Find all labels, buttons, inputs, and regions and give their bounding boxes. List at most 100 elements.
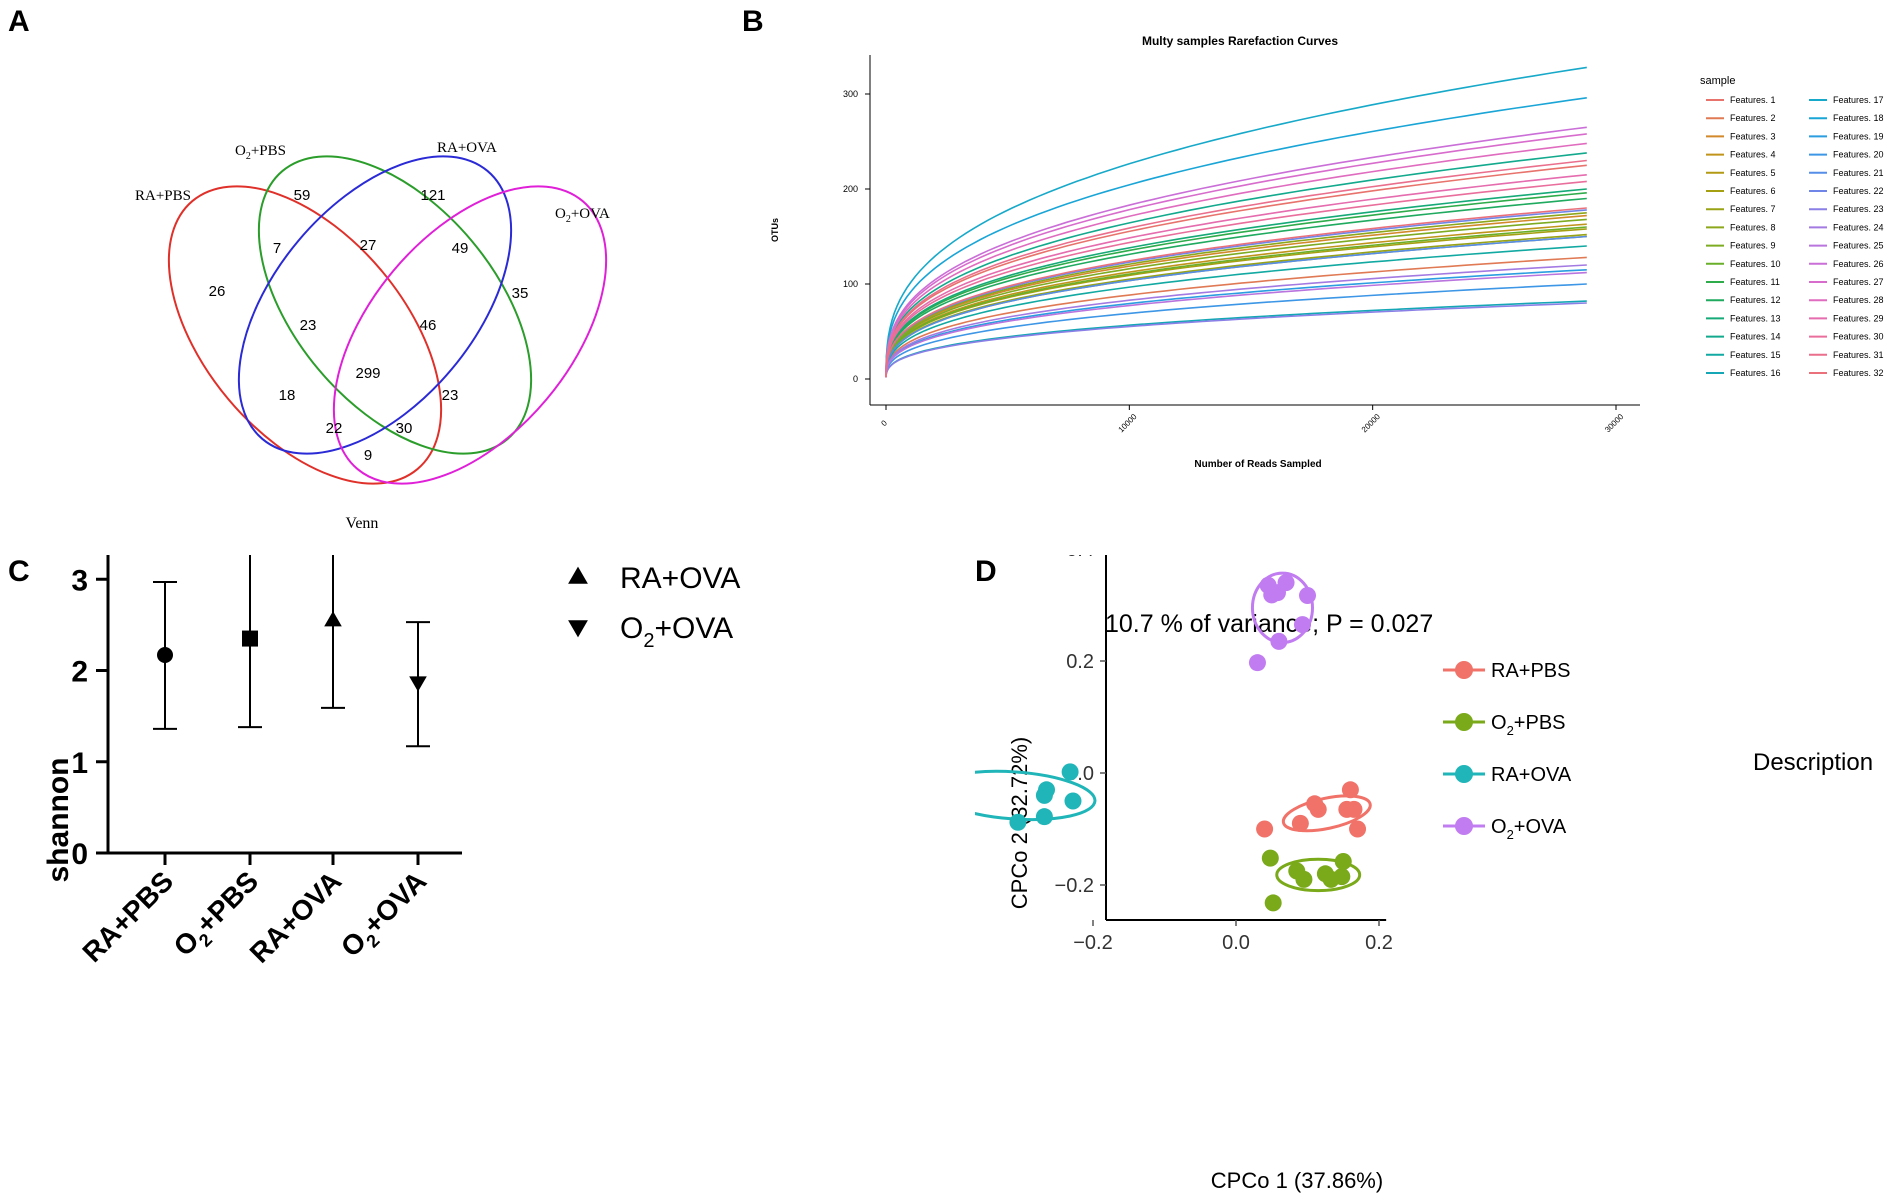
x-tick-label: −0.2 xyxy=(1073,932,1112,954)
rarefaction-curve xyxy=(885,283,1587,378)
data-point xyxy=(1035,786,1053,804)
rarefaction-curve xyxy=(885,207,1587,378)
venn-count: 46 xyxy=(420,317,437,334)
rarefaction-curve xyxy=(885,302,1587,378)
rarefaction-curve xyxy=(885,142,1587,378)
legend-title: sample xyxy=(1700,75,1735,87)
data-point xyxy=(1035,808,1053,826)
mean-marker xyxy=(157,646,173,663)
y-tick-label: 200 xyxy=(843,184,858,194)
venn-title: Venn xyxy=(346,515,379,532)
rarefaction-curve xyxy=(885,269,1587,378)
venn-ellipse-ra-pbs xyxy=(167,185,443,485)
x-axis-label: Number of Reads Sampled xyxy=(1194,459,1321,470)
legend-label: Features. 32 xyxy=(1833,368,1884,378)
data-point xyxy=(1295,870,1313,888)
data-point xyxy=(1299,586,1316,604)
group-ellipse xyxy=(1281,794,1372,833)
rarefaction-curve xyxy=(885,126,1587,378)
rarefaction-curve xyxy=(885,164,1587,378)
legend-label: Features. 20 xyxy=(1833,150,1884,160)
rarefaction-curve xyxy=(885,264,1587,378)
rarefaction-curve xyxy=(885,159,1587,378)
legend-marker xyxy=(568,566,588,584)
y-tick-label: 2 xyxy=(71,656,88,689)
y-tick-label: 100 xyxy=(843,279,858,289)
legend-label: Features. 30 xyxy=(1833,332,1884,342)
data-point xyxy=(1334,852,1352,870)
venn-diagram: RA+PBS O2+PBS RA+OVA O2+OVA 59 121 26 7 … xyxy=(135,140,610,532)
data-point xyxy=(1270,632,1288,650)
data-point xyxy=(1264,894,1282,912)
data-point xyxy=(1291,814,1309,832)
legend-label: Features. 24 xyxy=(1833,222,1884,232)
rarefaction-curve xyxy=(885,174,1587,378)
legend-marker xyxy=(1455,661,1473,679)
x-tick-label: 0 xyxy=(879,418,889,428)
legend-label: Features. 23 xyxy=(1833,204,1884,214)
venn-count: 30 xyxy=(396,420,413,437)
venn-set-label-o2-pbs: O2+PBS xyxy=(235,143,286,162)
data-point xyxy=(1261,849,1279,867)
group-ellipse xyxy=(1275,857,1362,893)
rarefaction-curve xyxy=(885,188,1587,378)
panel-label-a: A xyxy=(8,5,30,38)
venn-count: 26 xyxy=(209,283,226,300)
venn-count: 23 xyxy=(442,387,459,404)
legend-marker xyxy=(1455,817,1473,835)
legend-label: RA+PBS xyxy=(1491,660,1570,682)
legend-label: O2+OVA xyxy=(620,612,733,652)
x-tick-label: 30000 xyxy=(1603,412,1625,434)
y-tick-label: 0.2 xyxy=(1066,651,1094,673)
chart-title: Multy samples Rarefaction Curves xyxy=(1142,34,1338,48)
mean-marker xyxy=(324,611,342,627)
legend-label: Features. 14 xyxy=(1730,332,1781,342)
data-point xyxy=(1341,781,1359,799)
venn-ellipse-o2-ova xyxy=(332,185,608,485)
rarefaction-curve xyxy=(885,180,1587,378)
legend-label: Features. 5 xyxy=(1730,168,1776,178)
legend-label: Features. 12 xyxy=(1730,295,1781,305)
y-axis-label: shannon xyxy=(42,758,75,883)
legend-marker xyxy=(1455,713,1473,731)
data-point xyxy=(1333,868,1351,886)
rarefaction-curve xyxy=(885,192,1587,378)
chart-title: 10.7 % of variance; P = 0.027 xyxy=(1105,610,1433,638)
legend-label: Features. 19 xyxy=(1833,131,1884,141)
panel-label-d: D xyxy=(975,555,997,588)
legend-label: Features. 31 xyxy=(1833,350,1884,360)
legend-label: Features. 11 xyxy=(1730,277,1780,287)
legend-marker xyxy=(568,620,588,638)
legend-label: Features. 3 xyxy=(1730,131,1776,141)
mean-marker xyxy=(242,630,258,647)
y-tick-label: 3 xyxy=(71,564,88,597)
legend-label: Features. 2 xyxy=(1730,113,1776,123)
data-point xyxy=(1256,820,1274,838)
rarefaction-curve xyxy=(885,235,1587,378)
pcoa-chart: 10.7 % of variance; P = 0.027 CPCo 1 (37… xyxy=(975,555,1873,1193)
venn-count: 35 xyxy=(512,285,529,302)
legend-label: Features. 28 xyxy=(1833,295,1884,305)
legend-label: Features. 16 xyxy=(1730,368,1781,378)
x-tick-label: 20000 xyxy=(1360,412,1382,434)
venn-count: 49 xyxy=(452,240,469,257)
legend-label: Features. 8 xyxy=(1730,222,1776,232)
rarefaction-chart: Multy samples Rarefaction Curves OTUs Nu… xyxy=(770,34,1884,470)
legend-label: Features. 22 xyxy=(1833,186,1884,196)
y-tick-label: 0 xyxy=(71,838,88,871)
x-tick-label: 10000 xyxy=(1117,412,1139,434)
y-axis-label: OTUs xyxy=(770,218,780,242)
rarefaction-curve xyxy=(885,256,1587,378)
rarefaction-curve xyxy=(885,226,1587,378)
legend-label: Features. 27 xyxy=(1833,277,1884,287)
x-tick-label: RA+OVA xyxy=(244,865,348,969)
legend-marker xyxy=(1455,765,1473,783)
data-point xyxy=(1064,792,1082,810)
legend-label: Features. 29 xyxy=(1833,313,1884,323)
legend-label: Features. 7 xyxy=(1730,204,1776,214)
legend-label: O2+PBS xyxy=(1491,712,1566,738)
y-tick-label: 0 xyxy=(853,374,858,384)
data-point xyxy=(1277,574,1295,592)
data-point xyxy=(1349,820,1367,838)
